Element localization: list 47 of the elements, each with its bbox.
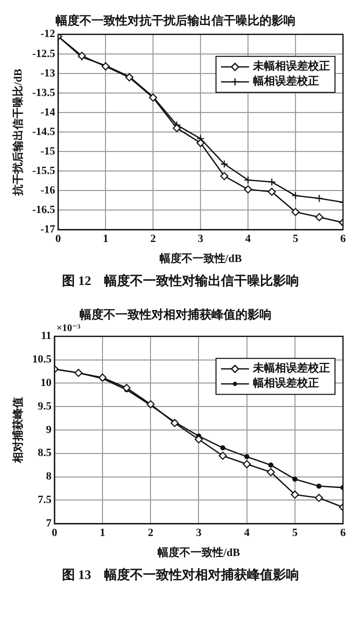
- y-tick-label: -17: [40, 223, 56, 236]
- x-tick-label: 6: [340, 233, 346, 246]
- y-tick-label: -16: [40, 184, 56, 196]
- y-tick-label: -16.5: [32, 204, 56, 216]
- text: ×10⁻³: [56, 322, 80, 334]
- x-tick-label: 1: [102, 233, 108, 246]
- y-tick-label: 7.5: [38, 494, 52, 506]
- legend-label: 幅相误差校正: [253, 376, 319, 390]
- y-tick-label: 11: [41, 330, 52, 342]
- x-tick-label: 6: [340, 527, 346, 540]
- chart-title: 幅度不一致性对相对捕获峰值的影响: [80, 307, 272, 322]
- y-tick-label: 8.5: [38, 447, 52, 460]
- x-tick-label: 3: [198, 233, 204, 246]
- y-tick-label: -12.5: [32, 48, 56, 60]
- x-tick-label: 5: [292, 527, 298, 540]
- y-tick-label: 8: [46, 470, 52, 483]
- y-tick-label: -14: [40, 106, 56, 118]
- x-tick-label: 3: [196, 527, 202, 540]
- y-tick-label: 10.5: [32, 354, 52, 366]
- caption: 图 12 幅度不一致性对输出信干噪比影响: [60, 272, 300, 290]
- x-tick-label: 4: [245, 233, 252, 246]
- y-tick-label: 7: [46, 517, 52, 530]
- x-tick-label: 4: [244, 527, 250, 540]
- y-tick-label: -13.5: [32, 86, 56, 99]
- x-tick-label: 5: [292, 233, 299, 246]
- y-tick-label: 9.5: [38, 400, 52, 412]
- x-tick-label: 0: [55, 233, 62, 246]
- chart-title: 幅度不一致性对抗干扰后输出信干噪比的影响: [56, 13, 296, 28]
- y-axis-title: 抗干扰后输出信干噪比/dB: [11, 68, 24, 196]
- x-axis-title: 幅度不一致性/dB: [157, 546, 241, 560]
- caption: 图 13 幅度不一致性对相对捕获峰值影响: [60, 566, 300, 584]
- y-tick-label: -13: [40, 67, 56, 80]
- x-tick-label: 1: [100, 527, 106, 540]
- x-tick-label: 2: [150, 233, 156, 246]
- x-axis-title: 幅度不一致性/dB: [159, 252, 242, 266]
- legend-label: 未幅相误差校正: [252, 60, 330, 73]
- legend-label: 幅相误差校正: [253, 74, 319, 88]
- y-tick-label: -15: [40, 145, 56, 158]
- y-tick-label: -14.5: [32, 126, 56, 138]
- x-tick-label: 0: [52, 527, 58, 540]
- y-tick-label: 10: [40, 377, 52, 390]
- y-tick-label: 9: [46, 424, 52, 436]
- y-axis-title: 相对捕获峰值: [11, 397, 24, 464]
- y-tick-label: -12: [40, 28, 56, 40]
- y-tick-label: -15.5: [32, 164, 56, 177]
- legend-label: 未幅相误差校正: [252, 362, 330, 375]
- x-tick-label: 2: [148, 527, 154, 540]
